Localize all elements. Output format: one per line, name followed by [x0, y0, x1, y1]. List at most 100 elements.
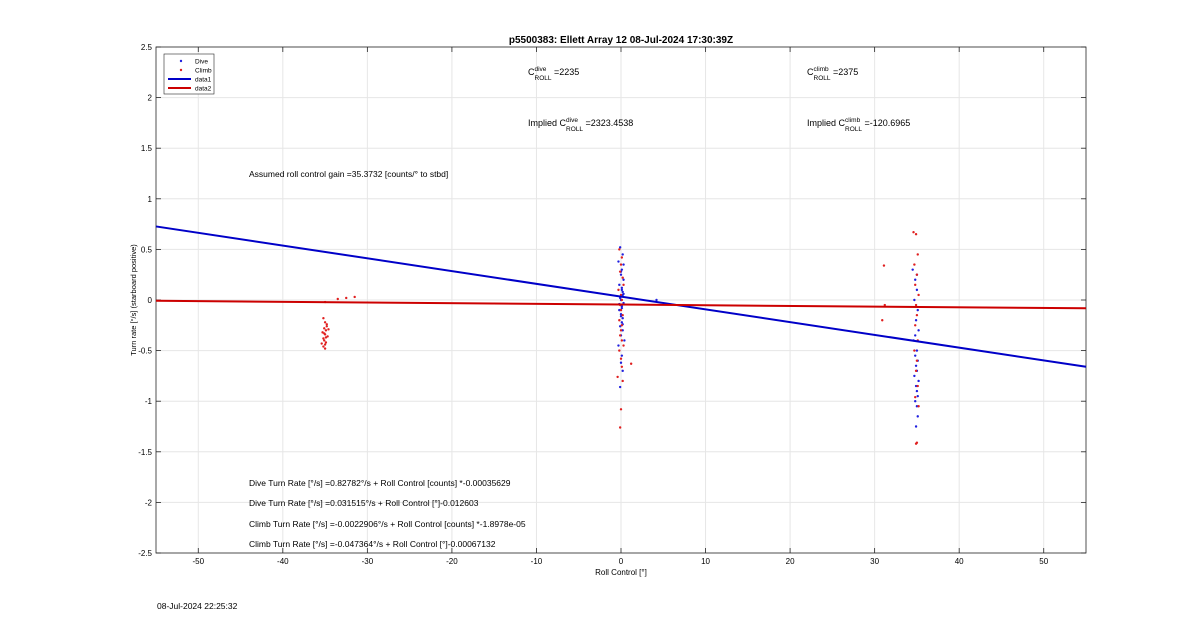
chart-title: p5500383: Ellett Array 12 08-Jul-2024 17…	[509, 35, 733, 46]
climb-point	[619, 263, 623, 266]
climb-point	[323, 321, 327, 324]
climb-point	[619, 329, 623, 332]
dive-point	[915, 288, 919, 292]
dive-point	[914, 364, 918, 367]
climb-point	[616, 375, 619, 379]
climb-point	[913, 263, 916, 266]
dive-point	[915, 389, 919, 393]
dive-point	[618, 308, 621, 312]
climb-point	[320, 342, 323, 345]
dive-point	[617, 260, 620, 263]
dive-point	[620, 286, 624, 290]
y-tick-label: 2	[148, 94, 153, 103]
climb-point	[917, 293, 920, 297]
legend-marker-climb	[179, 68, 183, 72]
y-tick-label: 0	[148, 296, 153, 305]
x-tick-label: 30	[870, 557, 879, 566]
y-axis-label: Turn rate [°/s] (starboard positive)	[129, 244, 138, 356]
climb-point	[913, 349, 916, 352]
climb-point	[620, 298, 624, 302]
dive-point	[916, 308, 919, 312]
y-tick-label: -1.5	[138, 448, 152, 457]
climb-point	[914, 233, 918, 236]
dive-point	[622, 278, 625, 281]
climb-point	[617, 288, 620, 292]
dive-point	[618, 385, 622, 389]
dive-point	[620, 306, 624, 310]
climb-point	[620, 324, 624, 327]
data2-line	[155, 299, 1087, 310]
climb-point	[618, 426, 622, 429]
dive-point	[623, 339, 626, 342]
climb-point	[916, 384, 919, 388]
climb-point	[621, 276, 624, 279]
climb-point	[322, 337, 325, 340]
y-tick-label: 1.5	[141, 144, 153, 153]
climb-point	[323, 327, 326, 330]
x-tick-label: -40	[277, 557, 289, 566]
climb-point	[915, 273, 919, 276]
c-roll-dive-label: Cdive ROLL =2235	[528, 66, 579, 82]
climb-point	[912, 230, 915, 234]
climb-point	[322, 345, 325, 348]
climb-point	[323, 343, 327, 346]
y-tick-label: -2	[145, 498, 153, 507]
climb-point	[620, 339, 624, 342]
dive-point	[913, 374, 916, 378]
climb-point	[619, 308, 623, 312]
dive-point	[913, 298, 916, 302]
dive-point	[914, 278, 917, 281]
x-tick-label: 20	[786, 557, 795, 566]
climb-point	[882, 264, 886, 267]
climb-point	[914, 369, 918, 373]
climb-point	[324, 329, 328, 332]
c-roll-climb-label: Cclimb ROLL =2375	[807, 66, 858, 82]
climb-point	[881, 319, 884, 322]
climb-point	[619, 408, 623, 411]
dive-point	[621, 317, 624, 320]
climb-point	[629, 362, 633, 365]
dive-point	[914, 400, 917, 403]
climb-point	[914, 395, 917, 399]
climb-point	[336, 297, 339, 301]
climb-point	[618, 270, 622, 273]
legend-label: Climb	[195, 68, 212, 75]
dive-point	[911, 268, 914, 271]
legend: Dive Climb data1 data2	[163, 53, 215, 95]
climb-point	[621, 379, 624, 383]
dive-point	[620, 268, 624, 271]
climb-point	[322, 317, 325, 320]
climb-point	[620, 256, 624, 259]
dive-point	[916, 394, 919, 398]
climb-point	[622, 344, 625, 347]
climb-point	[353, 295, 356, 299]
climb-point	[620, 365, 624, 368]
dive-point	[621, 253, 624, 256]
climb-point	[324, 341, 328, 344]
climb-equation-counts: Climb Turn Rate [°/s] =-0.0022906°/s + R…	[249, 519, 526, 529]
climb-point	[324, 336, 328, 339]
y-tick-label: -1	[145, 397, 153, 406]
climb-point	[916, 253, 919, 256]
x-tick-label: 50	[1039, 557, 1048, 566]
dive-point	[914, 384, 918, 388]
implied-c-roll-dive-label: Implied Cdive ROLL =2323.4538	[528, 117, 633, 133]
climb-point	[883, 303, 886, 307]
legend-label: data2	[195, 86, 212, 93]
dive-point	[618, 246, 622, 249]
data1-line	[155, 225, 1087, 368]
climb-equation-degrees: Climb Turn Rate [°/s] =-0.047364°/s + Ro…	[249, 539, 496, 549]
climb-point	[915, 359, 919, 362]
dive-point	[618, 283, 621, 287]
dive-point	[620, 354, 624, 357]
y-tick-label: -2.5	[138, 549, 152, 558]
climb-point	[622, 283, 625, 287]
climb-point	[327, 328, 330, 331]
dive-point	[915, 349, 919, 352]
dive-point	[619, 361, 623, 364]
x-tick-label: -30	[362, 557, 374, 566]
dive-equation-degrees: Dive Turn Rate [°/s] =0.031515°/s + Roll…	[249, 498, 479, 508]
climb-point	[325, 323, 328, 326]
dive-point	[916, 415, 919, 418]
dive-point	[620, 288, 624, 292]
